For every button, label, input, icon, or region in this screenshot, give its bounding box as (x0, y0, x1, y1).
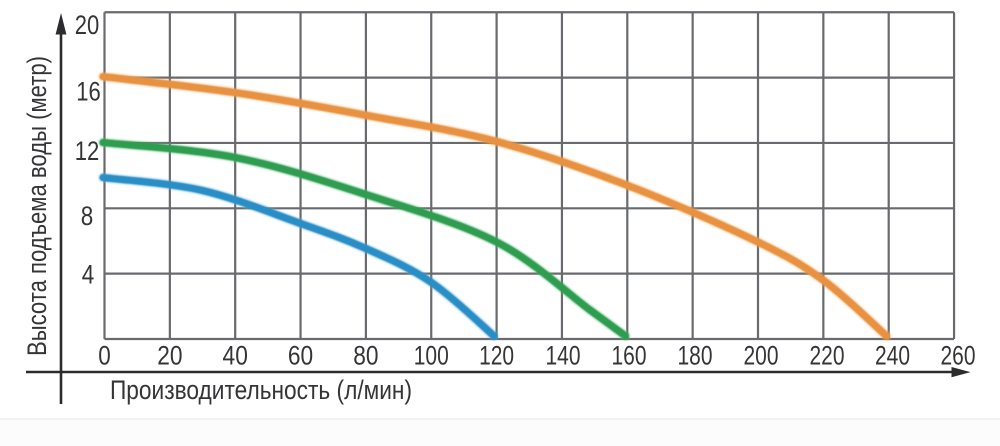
svg-text:Производительность (л/мин): Производительность (л/мин) (110, 375, 412, 405)
svg-text:40: 40 (223, 340, 248, 370)
svg-text:260: 260 (941, 340, 976, 370)
svg-text:16: 16 (76, 76, 101, 106)
svg-text:200: 200 (744, 340, 779, 370)
svg-text:240: 240 (875, 340, 910, 370)
svg-text:100: 100 (414, 340, 449, 370)
svg-text:60: 60 (288, 340, 313, 370)
svg-text:220: 220 (810, 340, 845, 370)
svg-text:8: 8 (81, 201, 94, 231)
svg-text:20: 20 (157, 340, 182, 370)
svg-text:180: 180 (678, 340, 713, 370)
svg-text:80: 80 (353, 340, 378, 370)
svg-text:12: 12 (75, 136, 100, 166)
svg-text:120: 120 (479, 340, 514, 370)
svg-text:160: 160 (612, 340, 647, 370)
svg-text:Высота подъема воды (метр): Высота подъема воды (метр) (22, 56, 52, 356)
svg-text:4: 4 (82, 259, 95, 289)
svg-text:0: 0 (98, 340, 111, 370)
svg-text:20: 20 (75, 10, 100, 40)
svg-text:140: 140 (546, 340, 581, 370)
